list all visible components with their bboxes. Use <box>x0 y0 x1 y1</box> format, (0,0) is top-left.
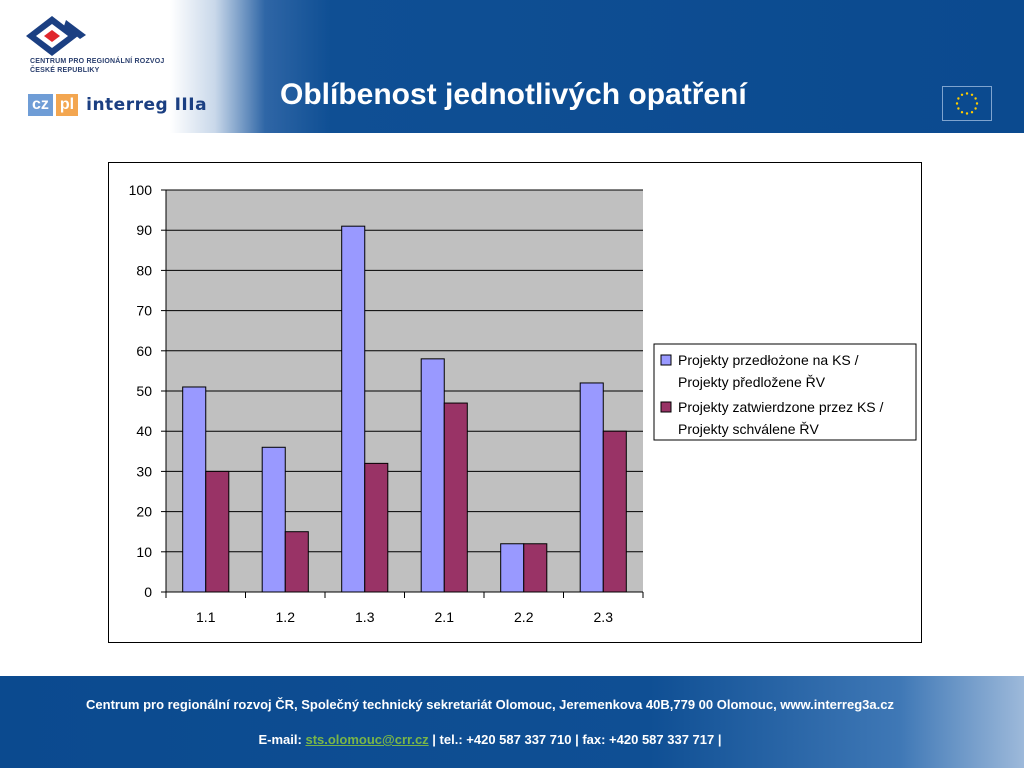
x-tick-label: 2.3 <box>594 609 614 625</box>
crr-logo-icon <box>26 16 86 56</box>
x-tick-label: 1.3 <box>355 609 375 625</box>
bar-chart: 0 10 20 30 40 50 60 70 80 90 100 1.1 1.2 1.3 2.1 2.2 2.3… <box>129 182 917 625</box>
interreg-logo: cz pl interreg IIIa <box>28 93 207 117</box>
x-tick-label: 1.1 <box>196 609 216 625</box>
bar-approved <box>205 470 230 593</box>
bar-submitted <box>500 543 525 593</box>
header-banner: CENTRUM PRO REGIONÁLNÍ ROZVOJ ČESKÉ REPU… <box>0 0 1024 133</box>
legend-swatch <box>660 401 672 413</box>
legend-label: Projekty przedłożone na KS / Projekty pře… <box>678 352 859 390</box>
bar-approved <box>284 531 309 593</box>
bar-approved <box>364 462 389 593</box>
cz-badge: cz <box>28 94 53 116</box>
eu-flag-icon <box>942 86 992 121</box>
y-tick-label: 100 <box>129 182 153 198</box>
chart-frame: 0 10 20 30 40 50 60 70 80 90 100 1.1 1.2 1.3 2.1 2.2 2.3… <box>108 162 922 643</box>
bar-submitted <box>579 382 604 593</box>
email-link[interactable]: sts.olomouc@crr.cz <box>305 732 429 747</box>
legend-swatch <box>660 354 672 366</box>
phone-fax-text: | tel.: +420 587 337 710 | fax: +420 587… <box>428 732 722 747</box>
y-tick-label: 0 <box>144 584 152 600</box>
y-tick-label: 90 <box>136 222 152 238</box>
crr-logo-text: CENTRUM PRO REGIONÁLNÍ ROZVOJ ČESKÉ REPU… <box>30 57 165 75</box>
bar-submitted <box>261 446 286 593</box>
legend-box <box>653 343 917 441</box>
y-tick-label: 50 <box>136 383 152 399</box>
email-label: E-mail: <box>258 732 306 747</box>
crr-logo-text-line2: ČESKÉ REPUBLIKY <box>30 67 100 74</box>
x-tick-label: 2.2 <box>514 609 534 625</box>
x-tick-label: 2.1 <box>435 609 455 625</box>
footer-banner <box>0 676 1024 768</box>
bar-submitted <box>420 358 445 593</box>
bar-approved <box>523 543 548 593</box>
footer-contacts: E-mail: sts.olomouc@crr.cz | tel.: +420 … <box>0 732 980 747</box>
x-tick-label: 1.2 <box>276 609 296 625</box>
y-tick-label: 60 <box>136 343 152 359</box>
footer-address: Centrum pro regionální rozvoj ČR, Společ… <box>86 697 894 712</box>
y-tick-label: 30 <box>136 463 152 479</box>
interreg-label: interreg IIIa <box>86 95 208 115</box>
y-tick-label: 10 <box>136 544 152 560</box>
bar-submitted <box>182 386 207 593</box>
crr-logo-text-line1: CENTRUM PRO REGIONÁLNÍ ROZVOJ <box>30 58 165 65</box>
legend-label: Projekty zatwierdzone przez KS / Projekty… <box>678 399 884 437</box>
y-tick-label: 70 <box>136 303 152 319</box>
y-tick-label: 40 <box>136 423 152 439</box>
y-tick-label: 20 <box>136 504 152 520</box>
bar-approved <box>443 402 468 593</box>
y-tick-label: 80 <box>136 262 152 278</box>
page-title: Oblíbenost jednotlivých opatření <box>280 78 747 111</box>
pl-badge: pl <box>55 94 79 116</box>
bar-approved <box>602 430 627 593</box>
bar-submitted <box>341 225 366 593</box>
